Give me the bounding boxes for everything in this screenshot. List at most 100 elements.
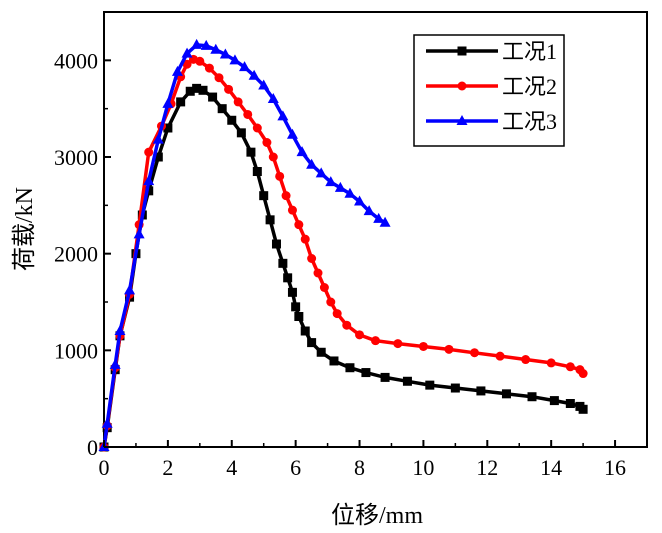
data-point: [192, 83, 202, 93]
data-point: [258, 79, 270, 90]
data-point: [229, 54, 241, 65]
data-point: [262, 138, 272, 147]
data-point: [371, 336, 380, 346]
data-point: [224, 84, 234, 94]
data-point: [307, 254, 317, 263]
data-point: [182, 59, 192, 69]
data-point: [300, 326, 310, 336]
data-point: [248, 69, 260, 80]
data-point: [325, 176, 337, 187]
data-point: [204, 63, 214, 73]
data-point: [501, 389, 511, 399]
data-point: [252, 167, 262, 176]
data-point: [329, 356, 339, 366]
data-point: [316, 347, 326, 357]
legend-item-2: 工况2: [426, 74, 557, 99]
y-axis: 0 1000 2000 3000 4000: [54, 48, 111, 460]
data-point: [476, 386, 486, 396]
data-point: [444, 344, 454, 354]
data-point: [393, 339, 403, 349]
x-tick-label: 10: [412, 455, 434, 480]
data-point: [214, 73, 224, 83]
data-point: [268, 152, 278, 162]
data-point: [246, 147, 256, 157]
plot-border: [103, 11, 648, 448]
data-point: [300, 234, 310, 244]
data-point: [345, 363, 355, 373]
data-point: [144, 147, 154, 157]
x-tick-label: 6: [290, 455, 301, 480]
data-point: [355, 330, 365, 340]
data-point: [191, 38, 203, 49]
data-point: [450, 383, 460, 393]
data-point: [281, 191, 291, 201]
legend-marker: [457, 81, 467, 91]
data-point: [162, 97, 174, 108]
legend-box: [413, 34, 565, 147]
data-point: [171, 65, 183, 76]
data-point: [306, 158, 318, 169]
data-point: [578, 404, 588, 414]
data-point: [200, 39, 212, 50]
data-point: [546, 358, 556, 368]
y-tick-label: 0: [87, 435, 98, 460]
data-point: [286, 128, 298, 139]
data-point: [267, 93, 279, 103]
data-point: [342, 320, 352, 330]
data-point: [243, 109, 253, 119]
data-point: [313, 268, 323, 278]
data-point: [198, 85, 208, 95]
y-tick-label: 4000: [54, 48, 98, 73]
data-point: [210, 43, 222, 54]
x-tick-label: 8: [354, 455, 365, 480]
data-point: [307, 338, 317, 348]
data-point: [195, 56, 205, 66]
data-point: [402, 376, 412, 386]
data-point: [344, 187, 356, 198]
data-point: [373, 212, 385, 223]
data-point: [185, 86, 195, 96]
data-point: [133, 228, 145, 239]
data-point: [565, 362, 575, 372]
data-point: [361, 368, 371, 378]
x-axis-title: 位移/mm: [331, 502, 423, 529]
y-axis-title: 荷载/kN: [11, 187, 38, 271]
data-point: [109, 358, 121, 369]
data-point: [527, 392, 537, 402]
plot-area-frame: [103, 11, 648, 448]
x-tick-label: 0: [99, 455, 110, 480]
legend-marker: [456, 115, 468, 125]
data-point: [278, 258, 288, 268]
data-point: [521, 355, 531, 365]
data-point: [326, 297, 336, 307]
data-point: [217, 104, 227, 114]
data-point: [101, 417, 113, 428]
data-point: [418, 341, 428, 351]
series-layer: [98, 38, 588, 452]
data-point: [153, 152, 163, 162]
data-point: [294, 220, 304, 230]
data-point: [565, 399, 575, 408]
data-point: [291, 302, 301, 312]
data-point: [294, 312, 304, 321]
legend-item-3: 工况3: [426, 109, 557, 134]
data-point: [287, 205, 297, 215]
data-point: [259, 191, 269, 201]
y-tick-label: 3000: [54, 145, 98, 170]
legend-marker: [457, 46, 467, 56]
data-point: [176, 97, 186, 107]
data-point: [315, 167, 327, 178]
legend: 工况1 工况2 工况3: [413, 34, 565, 147]
y-tick-label: 2000: [54, 242, 98, 267]
legend-label: 工况2: [502, 74, 557, 99]
x-tick-label: 12: [476, 455, 498, 480]
data-point: [379, 216, 391, 227]
data-point: [219, 48, 231, 59]
data-point: [319, 283, 329, 292]
series-1: [99, 83, 588, 452]
data-point: [334, 181, 346, 192]
data-point: [425, 380, 435, 390]
series-3: [98, 38, 391, 451]
data-point: [265, 215, 275, 225]
